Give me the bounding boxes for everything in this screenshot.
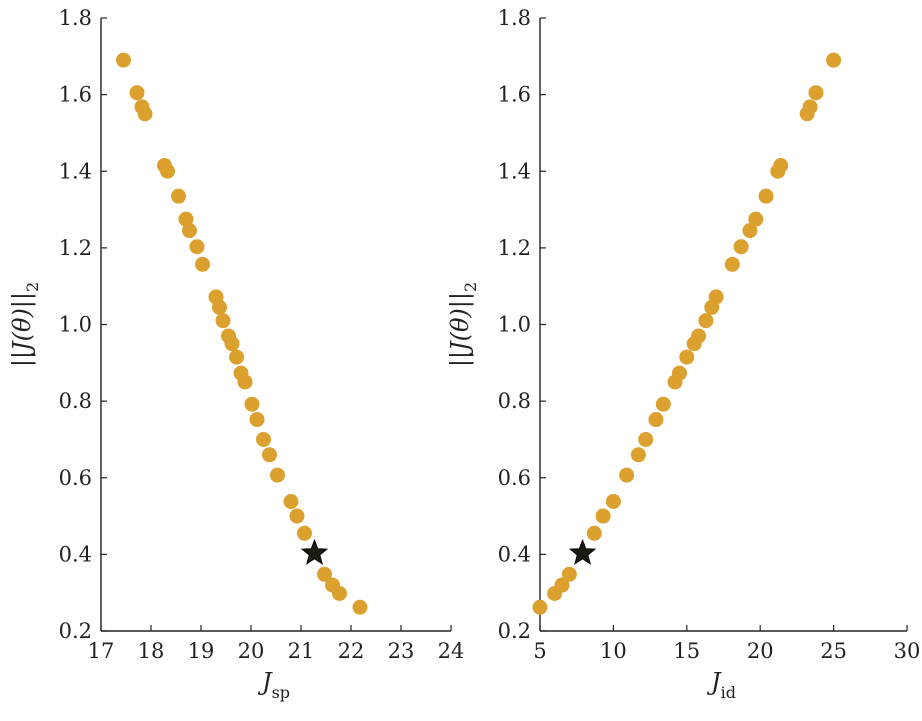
data-point [561,566,577,582]
y-tick-label: 0.2 [498,619,531,643]
data-point [532,599,548,615]
data-point [283,494,299,509]
x-tick-label: 15 [673,639,700,663]
data-point [178,211,194,227]
data-point [229,349,244,365]
y-tick-label: 0.2 [59,619,92,643]
x-axis-label: Jid [706,668,736,702]
data-point [698,313,714,329]
data-point [262,447,277,463]
x-axis-label-main: J [257,668,273,696]
y-tick-label: 0.8 [59,389,92,413]
data-point [195,256,210,272]
x-tick-label: 24 [438,639,465,663]
y-tick-label: 1.6 [59,83,92,107]
x-axis-label-subscript: sp [272,683,290,702]
y-axis-label-subscript: 2 [461,282,480,292]
x-tick-label: 23 [388,639,415,663]
data-point [224,336,240,352]
data-point [748,211,764,227]
y-tick-label: 1.4 [498,159,531,183]
data-point [758,188,774,204]
x-tick-label: 10 [600,639,627,663]
data-point [160,163,175,179]
y-axis-label: ||J(θ)||2 [446,282,480,367]
data-point [586,525,602,541]
data-point [724,256,740,272]
x-axis-label: Jsp [257,668,290,702]
data-point [237,374,253,390]
x-tick-label: 30 [894,639,921,663]
data-point [708,289,724,305]
y-tick-label: 0.6 [59,466,92,490]
y-tick-label: 1.4 [59,159,92,183]
data-point [679,349,695,365]
x-tick-label: 5 [533,639,546,663]
x-axis-label-subscript: id [721,683,736,702]
data-point [256,431,271,447]
data-point [289,508,305,524]
data-point [171,188,186,204]
y-tick-label: 1.0 [498,313,531,337]
y-tick-label: 1.6 [498,83,531,107]
y-tick-label: 1.8 [59,6,92,30]
data-point [648,412,664,428]
data-point [270,467,285,483]
right-chart-panel: 0.2 0.4 0.6 0.8 1.0 1.2 1.4 1.6 1.8 5 10 15 20 25 30 Ji… [446,6,920,702]
data-point [317,566,332,582]
x-tick-label: 19 [188,639,215,663]
y-tick-label: 0.4 [59,542,92,566]
data-point [249,412,265,428]
highlighted-point-star [300,538,329,565]
data-point [352,599,368,615]
y-tick-label: 1.0 [59,313,92,337]
x-tick-label: 21 [288,639,315,663]
x-tick-label: 22 [338,639,365,663]
data-point [671,365,687,381]
data-point [655,396,671,412]
y-tick-label: 0.4 [498,542,531,566]
x-tick-label: 17 [88,639,115,663]
data-point [638,431,654,447]
data-point [691,328,707,344]
data-point [244,396,260,412]
y-tick-label: 1.2 [498,236,531,260]
data-point [808,85,824,101]
data-point [332,585,347,601]
y-tick-label: 1.8 [498,6,531,30]
data-point [297,525,312,541]
y-axis-label-subscript: 2 [23,282,42,292]
x-tick-label: 20 [238,639,265,663]
data-point [182,223,197,239]
data-point [129,85,145,101]
y-axis-label-main: ||J(θ)|| [446,292,475,367]
data-point [605,494,621,509]
data-point [189,239,205,255]
data-point [215,313,231,329]
y-axis-label-main: ||J(θ)|| [8,292,37,367]
data-point [802,99,818,115]
y-tick-label: 0.8 [498,389,531,413]
data-point [212,299,227,315]
data-point [733,239,749,255]
highlighted-point-star [568,538,597,565]
x-tick-label: 20 [747,639,774,663]
data-point [742,223,758,239]
data-point [630,447,646,463]
data-point [116,52,131,68]
y-tick-label: 1.2 [59,236,92,260]
data-point [137,106,153,122]
x-axis-label-main: J [706,668,722,696]
y-tick-label: 0.6 [498,466,531,490]
x-tick-label: 25 [820,639,847,663]
data-point [826,52,842,68]
left-chart-panel: 0.20.40.60.81.01.21.41.61.817 18 19 20 21 22 2… [8,6,464,702]
data-point [554,577,570,593]
data-point [773,158,789,173]
data-point [595,508,611,524]
y-axis-label: ||J(θ)||2 [8,282,42,367]
data-point [619,467,635,483]
x-tick-label: 18 [138,639,165,663]
